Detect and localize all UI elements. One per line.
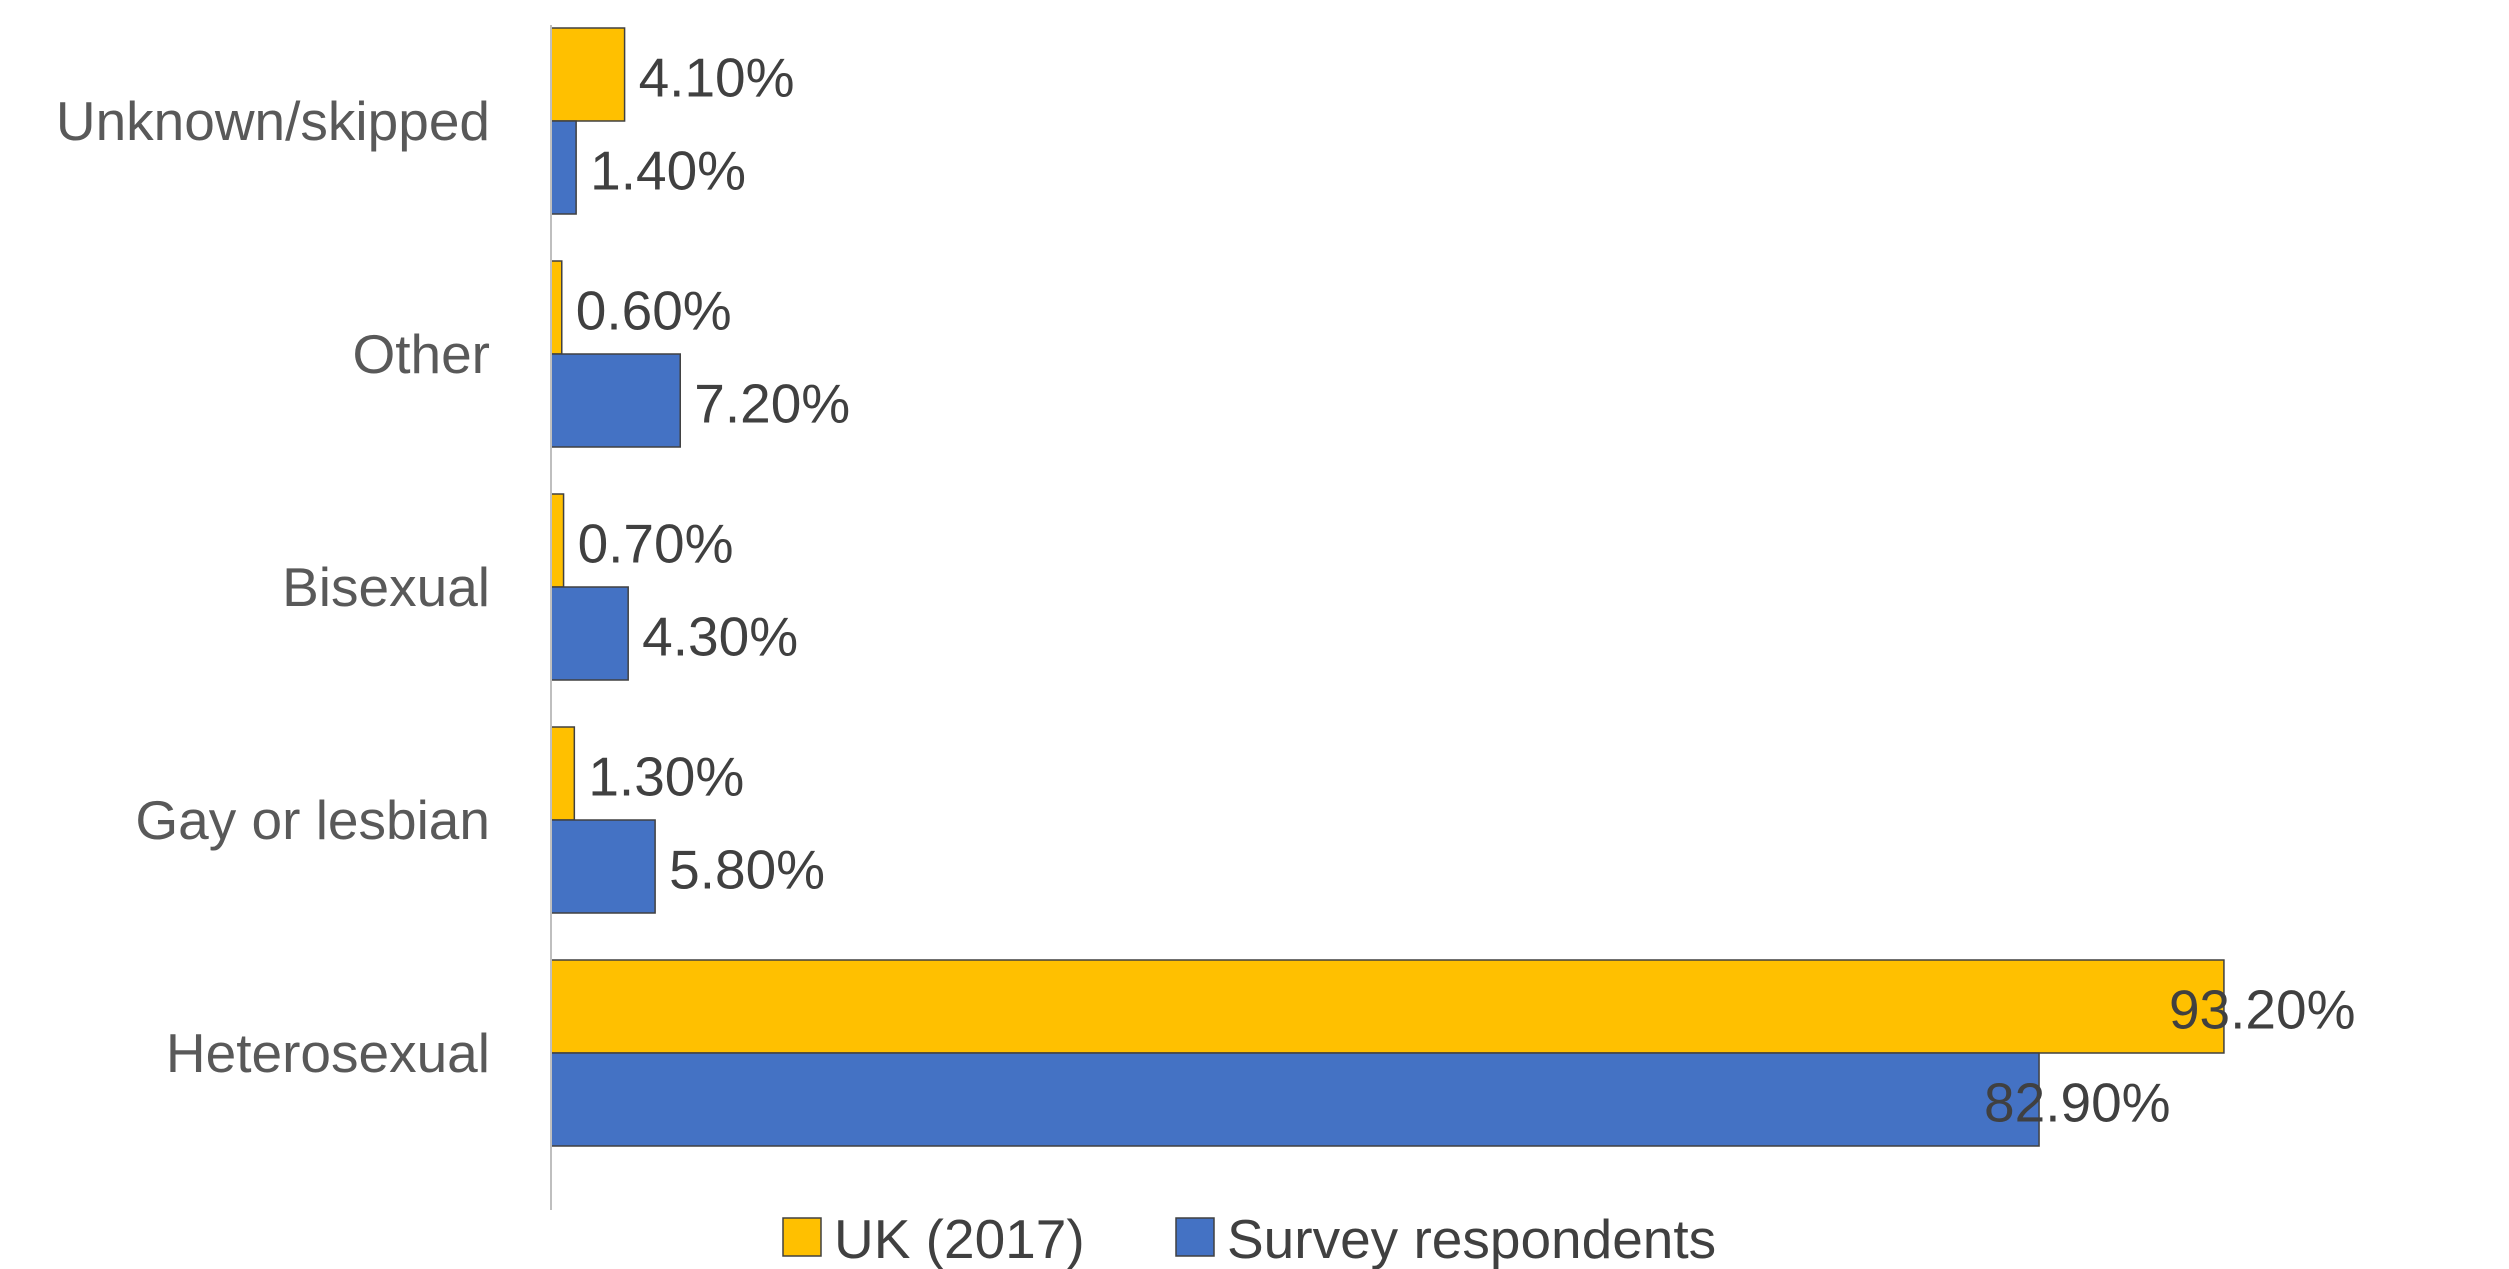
bar-survey-respondents-gay-or-lesbian [550, 819, 656, 914]
legend: UK (2017) Survey respondents [782, 1208, 1716, 1269]
category-label-heterosexual: Heterosexual [166, 1022, 490, 1084]
data-label-survey-respondents-bisexual: 4.30% [642, 606, 798, 668]
legend-swatch-survey-respondents [1175, 1217, 1215, 1257]
category-labels: Unknown/skipped Other Bisexual Gay or lesbi… [56, 90, 490, 1084]
data-label-survey-respondents-gay-or-lesbian: 5.80% [669, 839, 825, 901]
bar-survey-respondents-heterosexual [550, 1052, 2040, 1147]
category-label-gay-or-lesbian: Gay or lesbian [135, 789, 490, 851]
data-label-survey-respondents-unknown-skipped: 1.40% [590, 140, 746, 202]
bar-uk-2017-unknown-skipped [550, 27, 626, 122]
bar-uk-2017-other [550, 260, 563, 355]
legend-label-uk-2017: UK (2017) [834, 1208, 1085, 1269]
data-label-uk-2017-bisexual: 0.70% [578, 513, 734, 575]
data-label-uk-2017-unknown-skipped: 4.10% [639, 47, 795, 109]
bar-uk-2017-gay-or-lesbian [550, 726, 576, 821]
category-label-unknown-skipped: Unknown/skipped [56, 90, 490, 152]
category-label-other: Other [352, 323, 490, 385]
data-label-uk-2017-heterosexual: 93.20% [2169, 979, 2356, 1041]
value-labels: 4.10% 1.40% 0.60% 7.20% 0.70% 4.30% 1.30% 5.80%… [576, 47, 2356, 1134]
legend-swatch-uk-2017 [782, 1217, 822, 1257]
data-label-uk-2017-gay-or-lesbian: 1.30% [588, 746, 744, 808]
legend-label-survey-respondents: Survey respondents [1227, 1208, 1716, 1269]
bar-survey-respondents-other [550, 353, 681, 448]
bar-survey-respondents-bisexual [550, 586, 629, 681]
bar-uk-2017-bisexual [550, 493, 565, 588]
bars-group [550, 27, 2225, 1147]
data-label-uk-2017-other: 0.60% [576, 280, 732, 342]
bar-uk-2017-heterosexual [550, 959, 2225, 1054]
category-label-bisexual: Bisexual [282, 556, 490, 618]
data-label-survey-respondents-heterosexual: 82.90% [1984, 1072, 2171, 1134]
bar-survey-respondents-unknown-skipped [550, 120, 577, 215]
data-label-survey-respondents-other: 7.20% [694, 373, 850, 435]
